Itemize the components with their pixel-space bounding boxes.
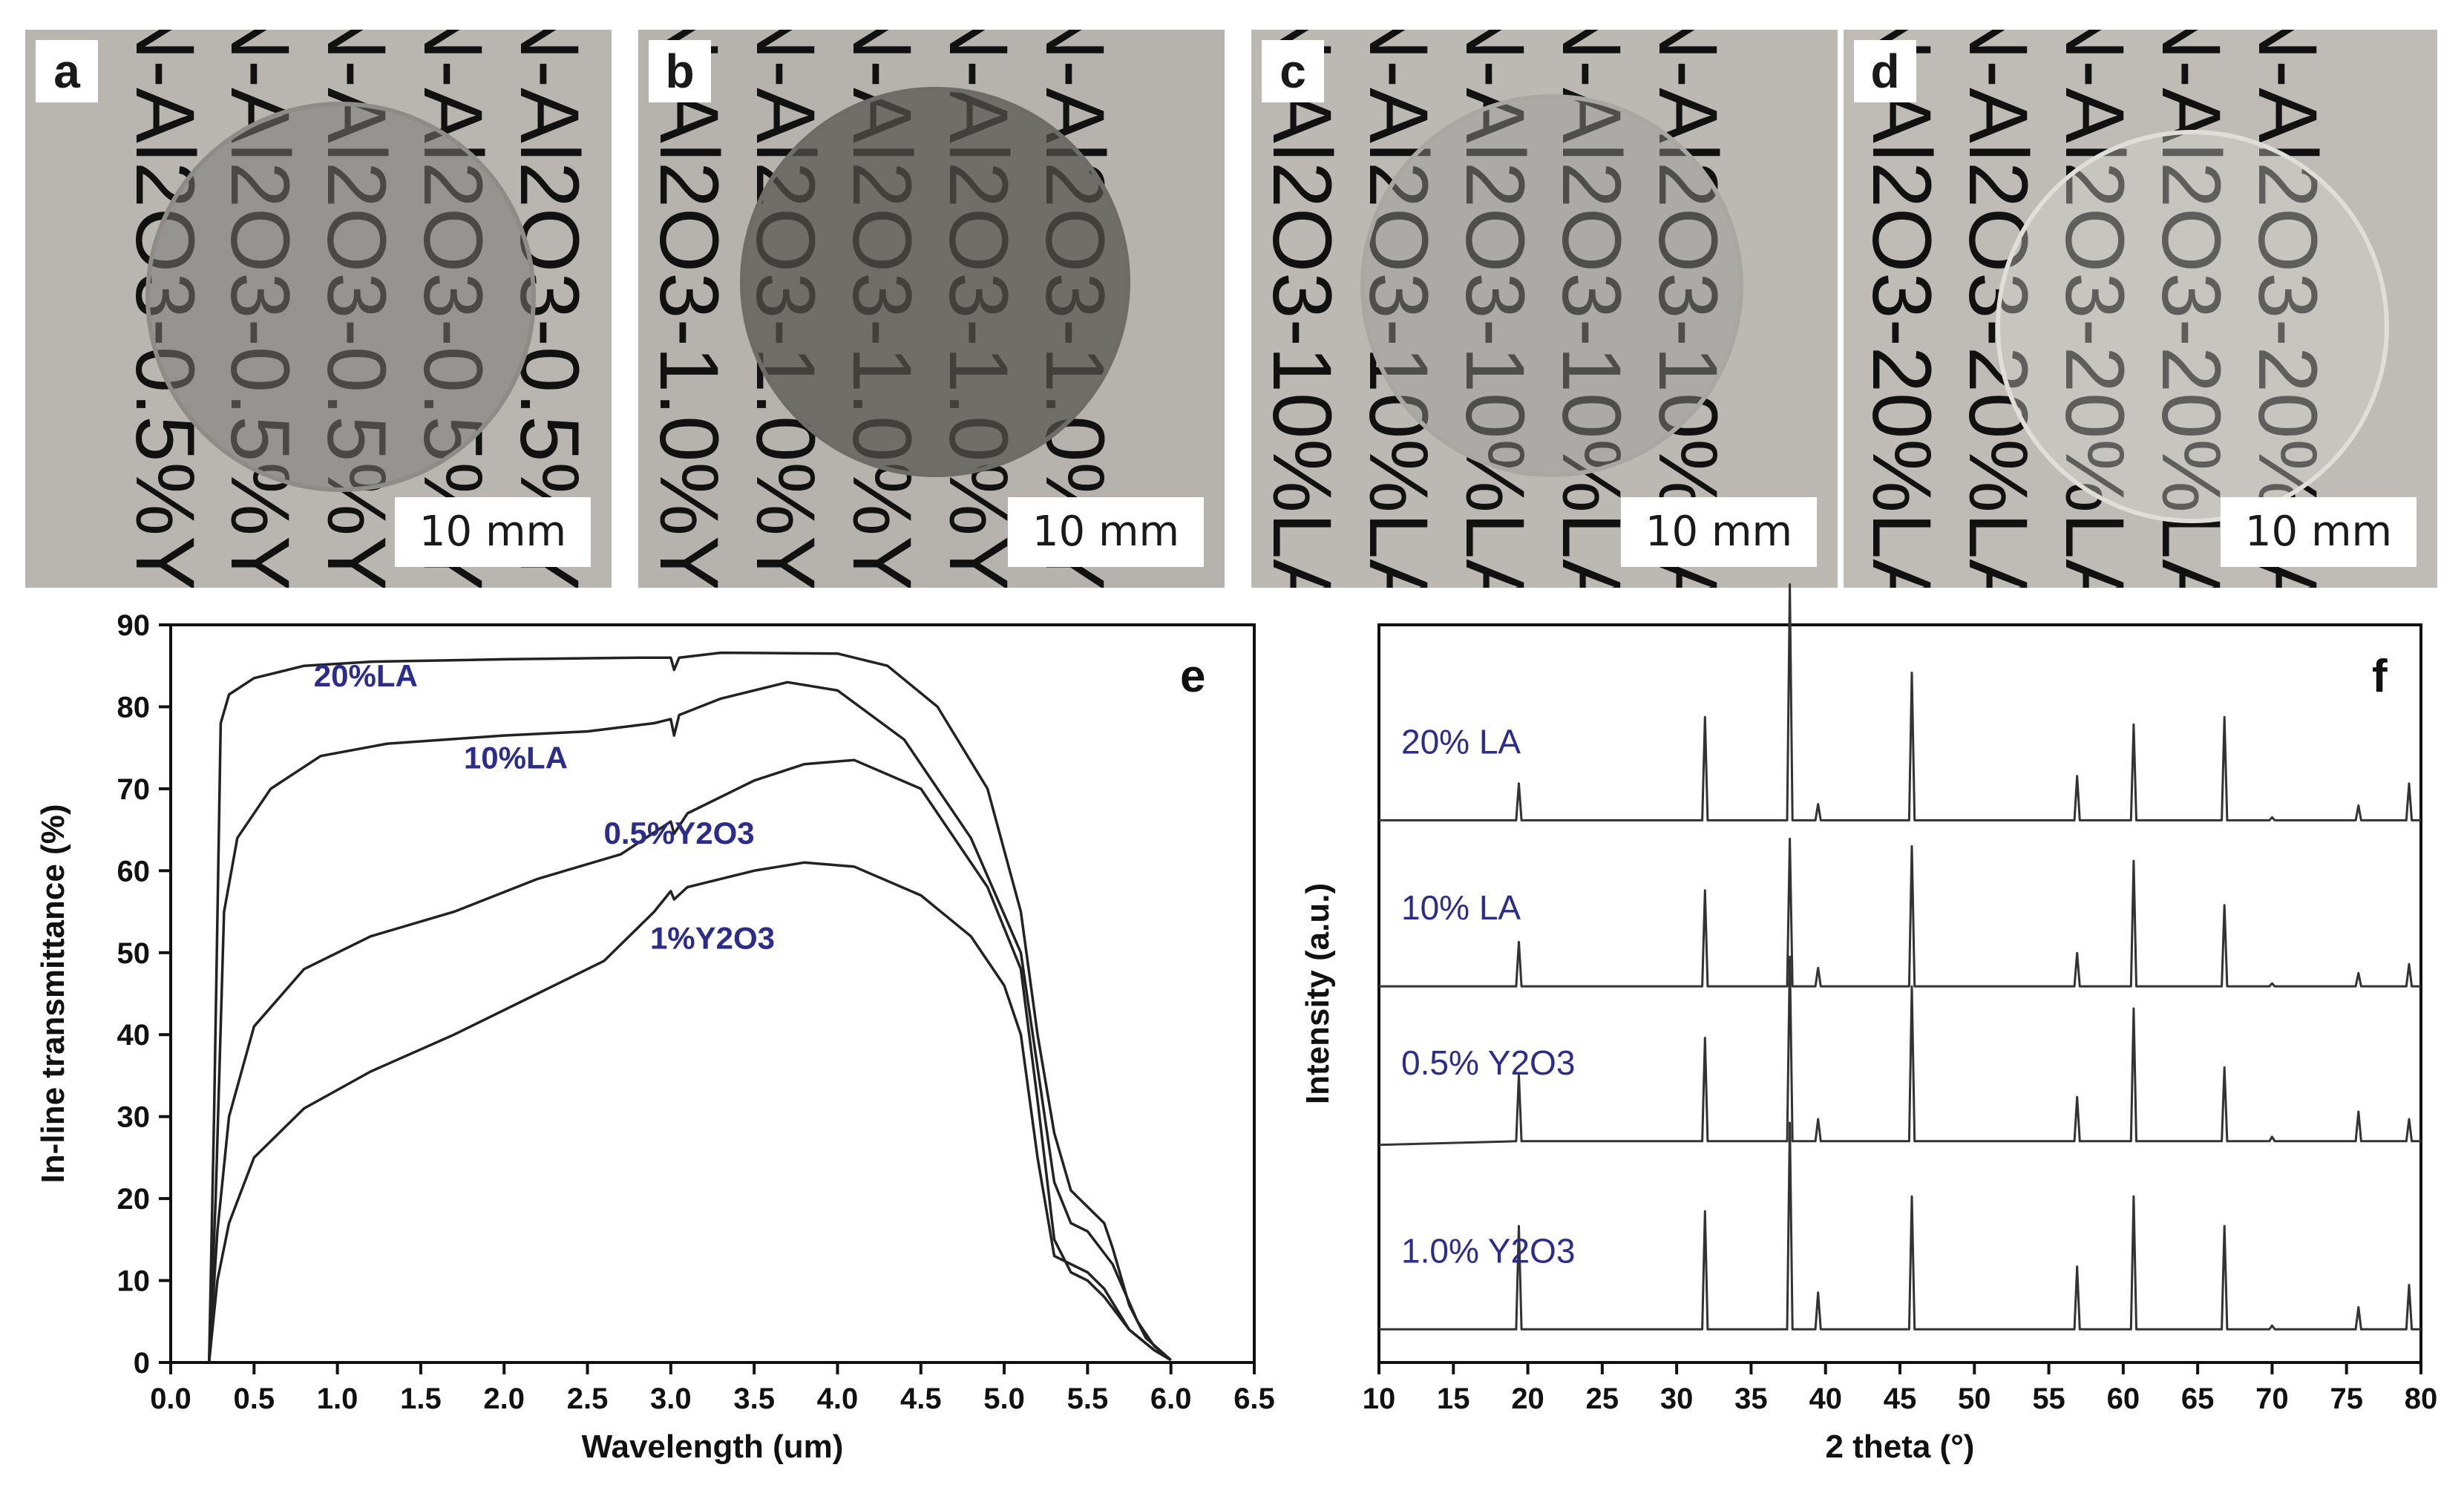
panel-label-e: e [1180, 651, 1205, 702]
x-tick-label: 65 [2181, 1383, 2215, 1415]
xrd-pattern [1379, 1121, 2421, 1331]
backdrop-line: N-Al2O3-10%LA [1352, 30, 1445, 588]
x-tick-label: 10 [1363, 1383, 1396, 1415]
backdrop-line: N-Al2O3-20%LA [1855, 30, 1948, 588]
photo-a-graphic: N-Al2O3-0.5%Y2O3 N-Al2O3-0.5%Y2O3 N-Al2O… [25, 30, 612, 588]
series-label: 0.5%Y2O3 [604, 816, 755, 850]
x-tick-label: 20 [1511, 1383, 1544, 1415]
x-tick-label: 1.0 [317, 1383, 358, 1415]
backdrop-line: N-Al2O3-10%LA [1449, 30, 1541, 588]
ceramic-disk [1360, 94, 1743, 477]
x-tick-label: 15 [1437, 1383, 1470, 1415]
series-line [207, 681, 1172, 1363]
x-tick-label: 0.5 [234, 1383, 275, 1415]
y-tick-label: 0 [134, 1347, 150, 1380]
backdrop-line: N-Al2O3-10%LA [1545, 30, 1638, 588]
x-tick-label: 6.5 [1233, 1383, 1275, 1415]
ceramic-disk [1996, 130, 2389, 523]
panel-label-f: f [2372, 651, 2388, 702]
x-tick-label: 5.5 [1067, 1383, 1109, 1415]
y-tick-label: 20 [117, 1183, 151, 1216]
x-tick-label: 5.0 [983, 1383, 1025, 1415]
scale-bar-b: 10 mm [1008, 497, 1204, 567]
series-line [207, 758, 1172, 1363]
photo-panel-d: N-Al2O3-20%LA N-Al2O3-20%LA N-Al2O3-20%L… [1844, 30, 2437, 588]
backdrop-line: N-Al2O3-10%LA [1642, 30, 1734, 588]
y-tick-label: 80 [117, 691, 151, 724]
y-tick-label: 50 [117, 937, 151, 970]
photo-panel-c: N-Al2O3-10%LA N-Al2O3-10%LA N-Al2O3-10%L… [1251, 30, 1838, 588]
scale-bar-a: 10 mm [395, 497, 591, 567]
scale-bar-d: 10 mm [2221, 497, 2417, 567]
panel-label-c: c [1262, 40, 1324, 102]
photo-b-graphic: N-Al2O3-1.0%Y2O3 N-Al2O3-1.0%Y2O3 N-Al2O… [638, 30, 1225, 588]
series-label: 1%Y2O3 [650, 920, 775, 955]
backdrop-text-c: N-Al2O3-10%LA N-Al2O3-10%LA N-Al2O3-10%L… [1256, 30, 1734, 588]
series-label: 0.5% Y2O3 [1401, 1043, 1575, 1082]
x-tick-label: 4.0 [817, 1383, 859, 1415]
xrd-pattern [1379, 583, 2421, 821]
x-tick-label: 40 [1809, 1383, 1842, 1415]
x-tick-label: 25 [1586, 1383, 1619, 1415]
series-line [207, 861, 1172, 1363]
backdrop-line: N-Al2O3-10%LA [1256, 30, 1349, 588]
xrd-pattern [1378, 955, 2421, 1147]
xrd-pattern [1379, 837, 2421, 988]
x-tick-label: 55 [2032, 1383, 2065, 1415]
y-tick-label: 60 [117, 855, 151, 888]
y-tick-label: 30 [117, 1101, 151, 1134]
x-tick-label: 2.0 [483, 1383, 525, 1415]
x-tick-label: 80 [2405, 1383, 2438, 1415]
y-tick-label: 70 [117, 773, 151, 806]
ceramic-disk [145, 102, 536, 492]
x-axis-label: Wavelength (um) [582, 1429, 844, 1465]
photo-panel-a: N-Al2O3-0.5%Y2O3 N-Al2O3-0.5%Y2O3 N-Al2O… [25, 30, 612, 588]
x-axis-label: 2 theta (°) [1826, 1429, 1975, 1465]
backdrop-line: N-Al2O3-20%LA [2145, 30, 2238, 588]
series-label: 10%LA [464, 740, 568, 775]
panel-label-d: d [1854, 40, 1916, 102]
series-label: 10% LA [1401, 888, 1521, 927]
x-tick-label: 75 [2330, 1383, 2363, 1415]
x-tick-label: 70 [2255, 1383, 2289, 1415]
x-tick-label: 3.5 [733, 1383, 775, 1415]
x-tick-label: 30 [1660, 1383, 1694, 1415]
x-tick-label: 50 [1958, 1383, 1991, 1415]
plot-frame [1377, 623, 2422, 1364]
photo-panel-b: N-Al2O3-1.0%Y2O3 N-Al2O3-1.0%Y2O3 N-Al2O… [638, 30, 1225, 588]
y-tick-label: 90 [117, 609, 151, 642]
ceramic-disk [740, 87, 1130, 477]
x-tick-label: 60 [2107, 1383, 2140, 1415]
panel-label-a: a [36, 40, 98, 102]
x-tick-label: 1.5 [400, 1383, 442, 1415]
backdrop-text-d: N-Al2O3-20%LA N-Al2O3-20%LA N-Al2O3-20%L… [1855, 30, 2334, 588]
x-tick-label: 35 [1734, 1383, 1768, 1415]
x-tick-label: 2.5 [567, 1383, 609, 1415]
x-tick-label: 0.0 [150, 1383, 191, 1415]
series-line [207, 651, 1172, 1363]
plot-frame [169, 623, 1256, 1364]
y-tick-label: 10 [117, 1265, 151, 1298]
x-tick-label: 3.0 [650, 1383, 692, 1415]
photo-c-graphic: N-Al2O3-10%LA N-Al2O3-10%LA N-Al2O3-10%L… [1251, 30, 1838, 588]
x-tick-label: 6.0 [1150, 1383, 1192, 1415]
y-tick-label: 40 [117, 1019, 151, 1052]
series-label: 1.0% Y2O3 [1401, 1231, 1575, 1270]
x-tick-label: 4.5 [900, 1383, 942, 1415]
y-axis-label: In-line transmittance (%) [35, 804, 71, 1184]
series-label: 20% LA [1401, 722, 1521, 761]
scale-bar-c: 10 mm [1621, 497, 1817, 567]
y-axis-label: Intensity (a.u.) [1300, 883, 1336, 1104]
backdrop-line: N-Al2O3-1.0%Y2O3 [643, 30, 735, 588]
photo-d-graphic: N-Al2O3-20%LA N-Al2O3-20%LA N-Al2O3-20%L… [1844, 30, 2437, 588]
series-label: 20%LA [314, 658, 418, 693]
x-tick-label: 45 [1884, 1383, 1917, 1415]
panel-label-b: b [649, 40, 711, 102]
